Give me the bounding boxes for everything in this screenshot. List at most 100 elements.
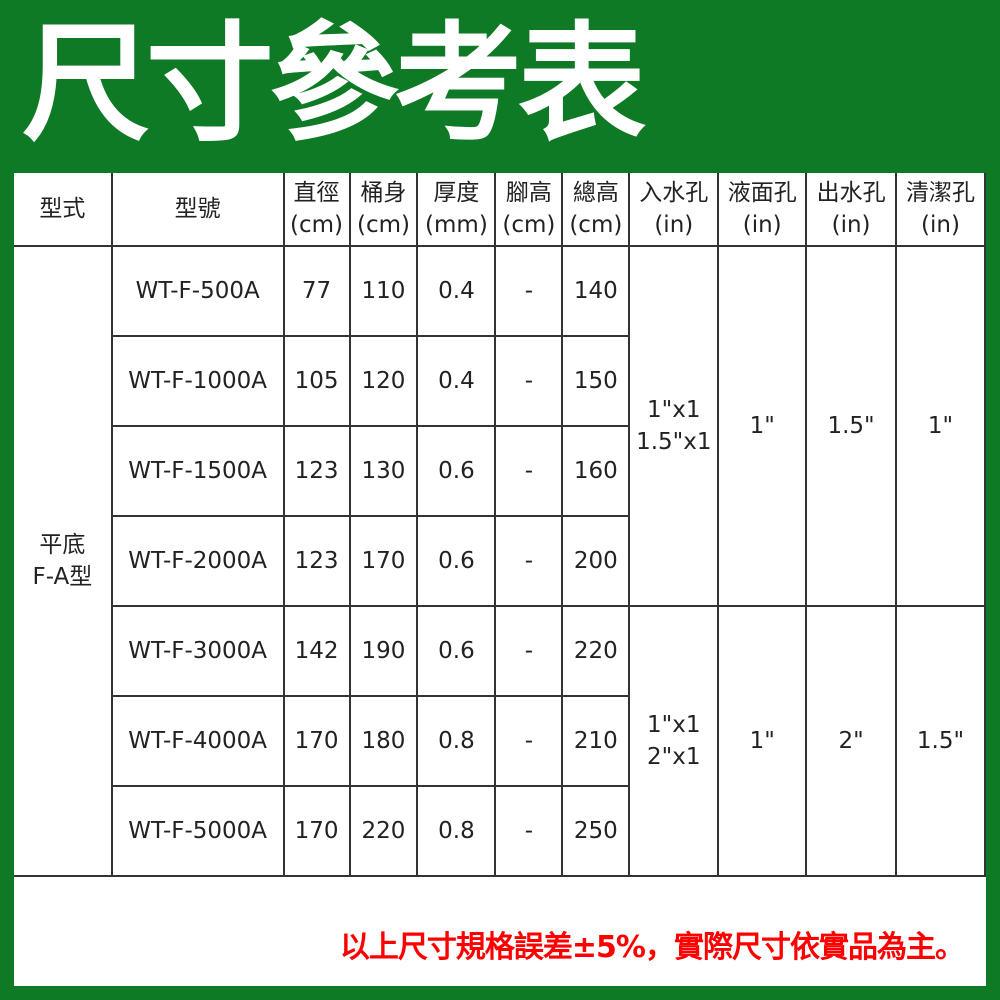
column-header: 清潔孔 (in) <box>895 173 986 247</box>
diameter-cell: 142 <box>282 605 351 697</box>
table-row: 平底 F-A型 WT-F-500A 77 110 0.4-140 1"x1 1.5"x1 1" 1… <box>14 245 986 877</box>
table-row: WT-F-5000A 170 220 0.8-250 <box>14 785 985 877</box>
model-cell: WT-F-1500A <box>111 425 285 517</box>
leg-cell: - <box>494 785 564 877</box>
leg-cell: - <box>494 335 564 427</box>
header-text: 出水孔 <box>816 180 886 206</box>
column-header: 直徑 (cm) <box>282 173 351 247</box>
tolerance-note: 以上尺寸規格誤差±5%，實際尺寸依實品為主。 <box>339 930 965 965</box>
leg-cell: - <box>494 695 564 787</box>
leg-cell: - <box>494 605 564 697</box>
header-text: 清潔孔 <box>906 180 975 206</box>
body-cell: 180 <box>348 695 419 787</box>
total-cell: 150 <box>561 335 631 427</box>
body-cell: 190 <box>348 605 419 697</box>
table-row: WT-F-1500A 123 130 0.6-160 <box>14 425 985 517</box>
outlet-cell: 2" <box>805 605 897 877</box>
type-cell-line: 平底 <box>39 532 86 558</box>
leg-cell: - <box>494 515 564 607</box>
body-cell: 120 <box>348 335 419 427</box>
thickness-cell: 0.6 <box>416 515 497 607</box>
inlet-cell-line: 2"x1 <box>647 744 701 770</box>
inlet-cell-line: 1"x1 <box>647 397 701 423</box>
level-hole-cell: 1" <box>717 605 808 877</box>
total-cell: 200 <box>561 515 631 607</box>
clean-hole-cell: 1" <box>895 245 986 607</box>
diameter-cell: 105 <box>282 335 351 427</box>
header-text: (cm) <box>502 212 556 238</box>
model-cell: WT-F-4000A <box>111 695 285 787</box>
header-text: (in) <box>921 212 960 238</box>
header-text: 腳高 <box>505 180 552 206</box>
column-header: 出水孔 (in) <box>805 173 897 247</box>
header-text: 型式 <box>39 196 86 222</box>
model-cell: WT-F-1000A <box>111 335 285 427</box>
header-text: 總高 <box>572 180 619 206</box>
header-text: (in) <box>654 212 694 238</box>
header-row: 型式 型號 直徑 (cm) 桶身 (cm) 厚度 (mm) 腳高 (cm) 總高 (cm) 入水孔 (in… <box>14 173 986 247</box>
model-cell: WT-F-500A <box>110 245 285 337</box>
total-cell: 210 <box>561 695 631 787</box>
diameter-cell: 170 <box>282 785 351 877</box>
body-cell: 110 <box>348 245 419 337</box>
total-cell: 160 <box>561 425 631 517</box>
column-header: 桶身 (cm) <box>348 173 419 247</box>
column-header: 厚度 (mm) <box>416 173 497 247</box>
header-text: 型號 <box>174 196 221 222</box>
thickness-cell: 0.4 <box>416 335 497 427</box>
clean-hole-cell: 1.5" <box>895 605 986 877</box>
size-table: 型式 型號 直徑 (cm) 桶身 (cm) 厚度 (mm) 腳高 (cm) 總高 (cm) 入水孔 (in… <box>14 173 986 877</box>
column-header: 入水孔 (in) <box>628 173 720 247</box>
total-cell: 220 <box>561 605 631 697</box>
column-header: 腳高 (cm) <box>494 173 564 247</box>
thickness-cell: 0.8 <box>416 695 497 787</box>
thickness-cell: 0.6 <box>416 425 497 517</box>
inlet-cell: 1"x1 1.5"x1 <box>628 245 720 607</box>
model-cell: WT-F-2000A <box>111 515 285 607</box>
header-text: 桶身 <box>360 180 407 206</box>
page-title: 尺寸參考表 <box>22 10 646 159</box>
thickness-cell: 0.4 <box>416 245 497 337</box>
body-cell: 130 <box>348 425 419 517</box>
header-text: (in) <box>831 212 871 238</box>
header-text: (cm) <box>290 212 344 238</box>
table-row: WT-F-1000A 105 120 0.4-150 <box>14 335 985 427</box>
diameter-cell: 123 <box>282 515 351 607</box>
model-cell: WT-F-5000A <box>111 785 285 877</box>
header-text: (cm) <box>569 212 623 238</box>
body-cell: 170 <box>348 515 419 607</box>
diameter-cell: 123 <box>282 425 351 517</box>
column-header: 型式 <box>14 173 113 247</box>
header-text: (cm) <box>356 212 410 238</box>
column-header: 型號 <box>110 173 285 247</box>
column-header: 總高 (cm) <box>561 173 631 247</box>
level-hole-cell: 1" <box>717 245 808 607</box>
diameter-cell: 170 <box>282 695 351 787</box>
header-text: 厚度 <box>433 180 480 206</box>
type-cell: 平底 F-A型 <box>14 245 113 877</box>
inlet-cell-line: 1"x1 <box>647 712 701 738</box>
inlet-cell: 1"x1 2"x1 <box>628 605 720 877</box>
diameter-cell: 77 <box>282 245 351 337</box>
table-row: WT-F-4000A 170 180 0.8-210 <box>14 695 985 787</box>
leg-cell: - <box>494 245 564 337</box>
header-text: (in) <box>742 212 782 238</box>
column-header: 液面孔 (in) <box>717 173 808 247</box>
spec-panel: 型式 型號 直徑 (cm) 桶身 (cm) 厚度 (mm) 腳高 (cm) 總高 (cm) 入水孔 (in… <box>14 173 986 986</box>
leg-cell: - <box>494 425 564 517</box>
total-cell: 140 <box>561 245 631 337</box>
header-text: 液面孔 <box>727 180 797 206</box>
inlet-cell-line: 1.5"x1 <box>636 429 712 455</box>
outlet-cell: 1.5" <box>805 245 897 607</box>
table-row: WT-F-3000A 142 190 0.6-220 1"x1 2"x1 1" 2" 1.5" <box>14 605 986 877</box>
model-cell: WT-F-3000A <box>111 605 285 697</box>
header-text: (mm) <box>425 212 488 238</box>
total-cell: 250 <box>561 785 631 877</box>
type-cell-line: F-A型 <box>32 564 93 590</box>
body-cell: 220 <box>348 785 419 877</box>
thickness-cell: 0.6 <box>416 605 497 697</box>
header-text: 直徑 <box>293 180 340 206</box>
table-row: WT-F-2000A 123 170 0.6-200 <box>14 515 985 607</box>
thickness-cell: 0.8 <box>416 785 497 877</box>
header-text: 入水孔 <box>639 180 709 206</box>
